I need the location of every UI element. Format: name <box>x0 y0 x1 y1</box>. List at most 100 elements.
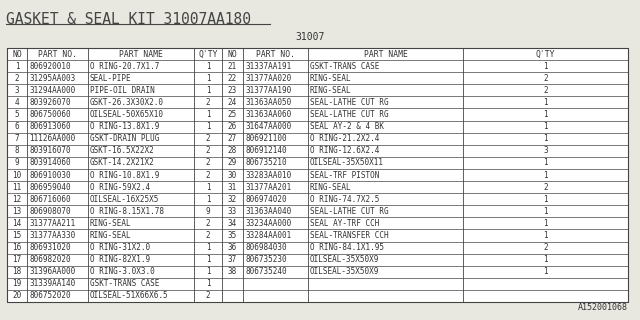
Text: 806910030: 806910030 <box>29 171 70 180</box>
Text: 1: 1 <box>205 183 211 192</box>
Text: 21: 21 <box>228 62 237 71</box>
Text: 1: 1 <box>543 134 548 143</box>
Text: 806959040: 806959040 <box>29 183 70 192</box>
Text: O RING-21.2X2.4: O RING-21.2X2.4 <box>310 134 380 143</box>
Text: 37: 37 <box>228 255 237 264</box>
Text: O RING-3.0X3.0: O RING-3.0X3.0 <box>90 267 155 276</box>
Text: 803926070: 803926070 <box>29 98 70 107</box>
Text: 10: 10 <box>12 171 22 180</box>
Text: 806716060: 806716060 <box>29 195 70 204</box>
Text: 2: 2 <box>205 171 211 180</box>
Text: GSKT-14.2X21X2: GSKT-14.2X21X2 <box>90 158 155 167</box>
Text: OILSEAL-35X50X11: OILSEAL-35X50X11 <box>310 158 384 167</box>
Text: 31377AA020: 31377AA020 <box>245 74 291 83</box>
Text: 1: 1 <box>205 86 211 95</box>
Text: 12: 12 <box>12 195 22 204</box>
Text: RING-SEAL: RING-SEAL <box>310 86 351 95</box>
Text: 31363AA040: 31363AA040 <box>245 207 291 216</box>
Text: 2: 2 <box>15 74 19 83</box>
Text: 13: 13 <box>12 207 22 216</box>
Text: 1: 1 <box>205 255 211 264</box>
Text: 31294AA000: 31294AA000 <box>29 86 76 95</box>
Text: SEAL-LATHE CUT RG: SEAL-LATHE CUT RG <box>310 98 388 107</box>
Text: 23: 23 <box>228 86 237 95</box>
Text: 17: 17 <box>12 255 22 264</box>
Text: 1: 1 <box>205 279 211 288</box>
Text: 31363AA050: 31363AA050 <box>245 98 291 107</box>
Text: 806735230: 806735230 <box>245 255 287 264</box>
Text: GSKT-16.5X22X2: GSKT-16.5X22X2 <box>90 146 155 155</box>
Text: 22: 22 <box>228 74 237 83</box>
Text: SEAL-LATHE CUT RG: SEAL-LATHE CUT RG <box>310 110 388 119</box>
Text: 33: 33 <box>228 207 237 216</box>
Text: 31007: 31007 <box>295 32 324 42</box>
Text: 806750060: 806750060 <box>29 110 70 119</box>
Text: 2: 2 <box>205 158 211 167</box>
Text: 1: 1 <box>205 195 211 204</box>
Text: 34: 34 <box>228 219 237 228</box>
Text: 25: 25 <box>228 110 237 119</box>
Text: PART NAME: PART NAME <box>364 50 408 59</box>
Text: GSKT-TRANS CASE: GSKT-TRANS CASE <box>310 62 380 71</box>
Text: 33283AA010: 33283AA010 <box>245 171 291 180</box>
Text: 806908070: 806908070 <box>29 207 70 216</box>
Text: 5: 5 <box>15 110 19 119</box>
Text: 806735210: 806735210 <box>245 158 287 167</box>
Text: 20: 20 <box>12 292 22 300</box>
Text: SEAL-PIPE: SEAL-PIPE <box>90 74 132 83</box>
Text: 806984030: 806984030 <box>245 243 287 252</box>
Text: GSKT-DRAIN PLUG: GSKT-DRAIN PLUG <box>90 134 159 143</box>
Text: 806931020: 806931020 <box>29 243 70 252</box>
Text: 1: 1 <box>543 98 548 107</box>
Text: PART NO.: PART NO. <box>38 50 77 59</box>
Text: 9: 9 <box>15 158 19 167</box>
Text: 31377AA190: 31377AA190 <box>245 86 291 95</box>
Text: 32: 32 <box>228 195 237 204</box>
Text: 1: 1 <box>543 207 548 216</box>
Text: 1: 1 <box>543 267 548 276</box>
Text: 31337AA191: 31337AA191 <box>245 62 291 71</box>
Text: 31647AA000: 31647AA000 <box>245 122 291 131</box>
Text: 35: 35 <box>228 231 237 240</box>
Text: GSKT-TRANS CASE: GSKT-TRANS CASE <box>90 279 159 288</box>
Text: 30: 30 <box>228 171 237 180</box>
Text: 9: 9 <box>205 207 211 216</box>
Text: 2: 2 <box>543 243 548 252</box>
Text: 806752020: 806752020 <box>29 292 70 300</box>
Text: 2: 2 <box>205 292 211 300</box>
Text: 31363AA060: 31363AA060 <box>245 110 291 119</box>
Text: 1: 1 <box>205 110 211 119</box>
Text: Q'TY: Q'TY <box>536 50 556 59</box>
Text: OILSEAL-16X25X5: OILSEAL-16X25X5 <box>90 195 159 204</box>
Text: 31396AA000: 31396AA000 <box>29 267 76 276</box>
Text: SEAL-TRANSFER CCH: SEAL-TRANSFER CCH <box>310 231 388 240</box>
Text: PART NAME: PART NAME <box>119 50 163 59</box>
Text: GASKET & SEAL KIT 31007AA180: GASKET & SEAL KIT 31007AA180 <box>6 12 251 27</box>
Text: O RING-13.8X1.9: O RING-13.8X1.9 <box>90 122 159 131</box>
Text: 1: 1 <box>543 62 548 71</box>
Text: 1: 1 <box>205 243 211 252</box>
Text: PIPE-OIL DRAIN: PIPE-OIL DRAIN <box>90 86 155 95</box>
Text: 1: 1 <box>543 171 548 180</box>
Text: 2: 2 <box>205 134 211 143</box>
Text: RING-SEAL: RING-SEAL <box>90 231 132 240</box>
Text: 19: 19 <box>12 279 22 288</box>
Text: 11126AA000: 11126AA000 <box>29 134 76 143</box>
Text: 27: 27 <box>228 134 237 143</box>
Text: 6: 6 <box>15 122 19 131</box>
Text: RING-SEAL: RING-SEAL <box>90 219 132 228</box>
Text: SEAL AY-TRF CCH: SEAL AY-TRF CCH <box>310 219 380 228</box>
Text: 2: 2 <box>543 74 548 83</box>
Text: 2: 2 <box>543 86 548 95</box>
Text: 8: 8 <box>15 146 19 155</box>
Text: 806921100: 806921100 <box>245 134 287 143</box>
Text: 806974020: 806974020 <box>245 195 287 204</box>
Text: OILSEAL-51X66X6.5: OILSEAL-51X66X6.5 <box>90 292 168 300</box>
Text: 14: 14 <box>12 219 22 228</box>
Text: 16: 16 <box>12 243 22 252</box>
Text: Q'TY: Q'TY <box>198 50 218 59</box>
Text: 1: 1 <box>543 122 548 131</box>
Text: 1: 1 <box>543 110 548 119</box>
Text: 2: 2 <box>205 98 211 107</box>
Text: 7: 7 <box>15 134 19 143</box>
